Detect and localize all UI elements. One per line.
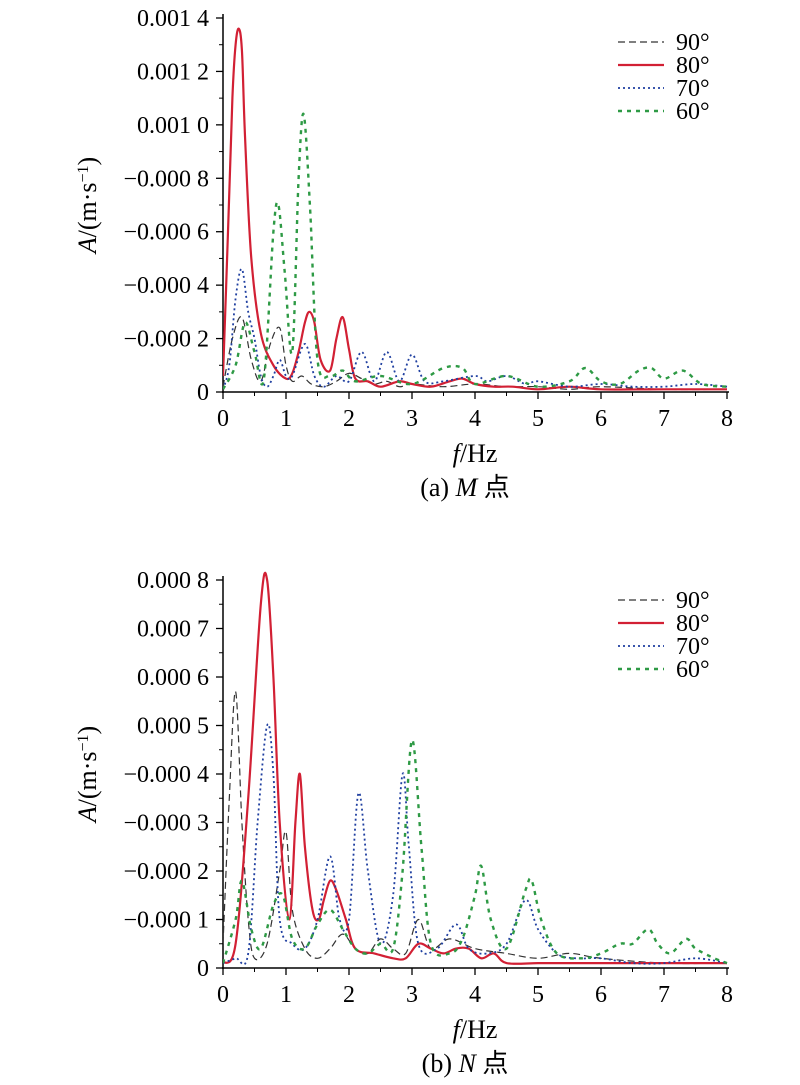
y-tick-label: −0.000 2 bbox=[123, 859, 209, 885]
y-tick-label: 0.000 8 bbox=[137, 568, 209, 594]
x-tick-label: 0 bbox=[217, 982, 229, 1008]
x-tick-label: 6 bbox=[595, 982, 607, 1008]
x-tick-label: 3 bbox=[406, 982, 418, 1008]
x-tick-label: 8 bbox=[721, 406, 733, 432]
y-tick-label: 0.001 2 bbox=[137, 59, 209, 85]
x-tick-label: 5 bbox=[532, 406, 544, 432]
y-tick-label: −0.000 3 bbox=[123, 811, 209, 837]
y-tick-label: −0.000 1 bbox=[123, 908, 209, 934]
y-tick-label: 0 bbox=[197, 956, 209, 982]
legend-label-0: 90° bbox=[676, 30, 710, 56]
legend-label-3: 60° bbox=[676, 99, 710, 125]
legend-label-0: 90° bbox=[676, 588, 710, 614]
figure-caption: (a) M 点 bbox=[420, 473, 510, 502]
y-axis-title: A/(m·s−1) bbox=[73, 726, 102, 824]
y-tick-label: 0.000 5 bbox=[137, 714, 209, 740]
y-tick-label: −0.000 4 bbox=[123, 762, 209, 788]
x-tick-label: 1 bbox=[280, 406, 292, 432]
x-tick-label: 0 bbox=[217, 406, 229, 432]
y-tick-label: 0.001 0 bbox=[137, 113, 209, 139]
y-axis-title: A/(m·s−1) bbox=[73, 157, 102, 255]
series-line-2 bbox=[223, 723, 728, 966]
y-tick-label: 0.000 6 bbox=[137, 665, 209, 691]
x-tick-label: 4 bbox=[469, 406, 481, 432]
x-tick-label: 2 bbox=[343, 406, 355, 432]
series-line-1 bbox=[223, 571, 727, 965]
series-line-1 bbox=[223, 27, 727, 391]
x-tick-label: 5 bbox=[532, 982, 544, 1008]
legend-label-3: 60° bbox=[676, 657, 710, 683]
chart-m-point: 0 1 2 3 4 5 6 7 8 0 −0.000 2 −0.000 4 −0.000 6 −0.000… bbox=[73, 6, 733, 502]
y-tick-label: −0.000 8 bbox=[123, 166, 209, 192]
y-tick-label: 0 bbox=[197, 380, 209, 406]
series-line-2 bbox=[223, 268, 728, 390]
legend-label-1: 80° bbox=[676, 53, 710, 79]
y-tick-label: 0.001 4 bbox=[137, 6, 209, 32]
series-line-0 bbox=[223, 316, 728, 391]
x-tick-label: 6 bbox=[595, 406, 607, 432]
x-tick-label: 8 bbox=[721, 982, 733, 1008]
y-tick-label: −0.000 4 bbox=[123, 273, 209, 299]
legend-label-2: 70° bbox=[676, 76, 710, 102]
x-axis-title: f/Hz bbox=[453, 439, 498, 468]
x-tick-label: 2 bbox=[343, 982, 355, 1008]
legend-label-1: 80° bbox=[676, 611, 710, 637]
legend-label-2: 70° bbox=[676, 634, 710, 660]
y-tick-label: 0.000 7 bbox=[137, 617, 209, 643]
y-tick-label: −0.000 2 bbox=[123, 327, 209, 353]
x-tick-label: 4 bbox=[469, 982, 481, 1008]
chart-n-point: 0 1 2 3 4 5 6 7 8 0 −0.000 1 −0.000 2 −0.000 3 −0.000… bbox=[73, 568, 733, 1078]
series-line-0 bbox=[223, 690, 728, 965]
x-tick-label: 7 bbox=[658, 982, 670, 1008]
x-tick-label: 3 bbox=[406, 406, 418, 432]
x-tick-label: 7 bbox=[658, 406, 670, 432]
series-line-3 bbox=[223, 112, 728, 390]
series-line-3 bbox=[223, 738, 728, 965]
y-tick-label: −0.000 6 bbox=[123, 220, 209, 246]
x-axis-title: f/Hz bbox=[453, 1015, 498, 1044]
figure-caption: (b) N 点 bbox=[422, 1049, 509, 1078]
x-tick-label: 1 bbox=[280, 982, 292, 1008]
